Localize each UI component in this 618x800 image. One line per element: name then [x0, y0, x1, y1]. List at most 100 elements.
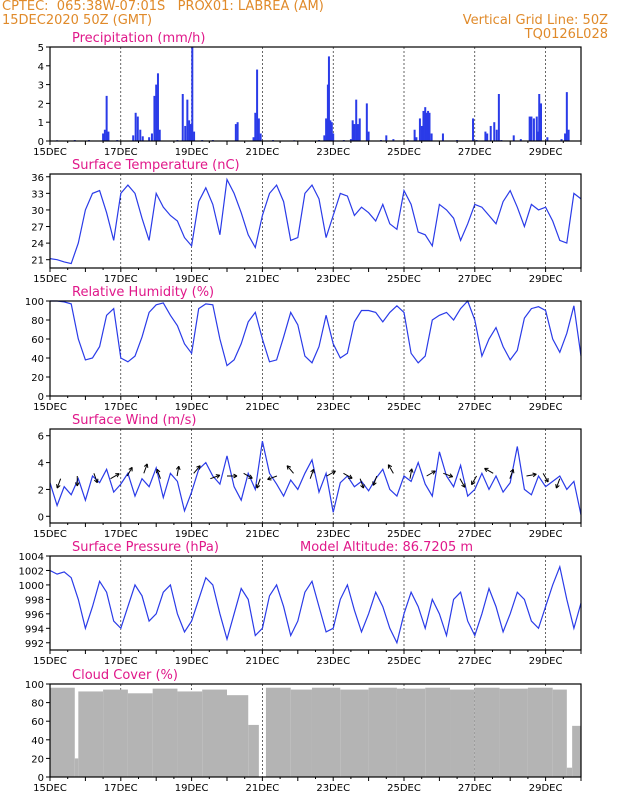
y-tick-label: 1 — [38, 118, 44, 129]
cloud-bar — [152, 688, 178, 777]
x-tick-label: 29DEC — [529, 402, 563, 413]
y-tick-label: 20 — [31, 373, 44, 384]
x-tick-label: 17DEC — [104, 402, 138, 413]
wind-arrow-head — [512, 469, 515, 474]
precip-bar — [497, 94, 500, 141]
x-tick-label: 29DEC — [529, 656, 563, 667]
wind-arrow-head — [509, 468, 514, 473]
x-tick-label: 15DEC — [33, 656, 67, 667]
cloud-bar — [425, 687, 451, 777]
panel-3: Surface Wind (m/s) 0 2 4 6 15DEC 17DEC 19DEC 21D… — [33, 413, 582, 540]
wind-arrow — [426, 470, 436, 477]
precip-bar — [150, 133, 153, 141]
wind-arrow — [110, 473, 120, 480]
wind-arrow — [210, 474, 220, 480]
precip-bar — [428, 112, 431, 141]
y-tick-label: 40 — [31, 736, 44, 747]
wind-arrow-head — [143, 463, 148, 467]
y-tick-label: 4 — [38, 459, 44, 470]
precip-bar — [186, 99, 189, 141]
x-tick-label: 15DEC — [33, 402, 67, 413]
x-tick-label: 25DEC — [387, 783, 421, 794]
precip-bar — [560, 139, 563, 141]
wind-arrow-head — [532, 472, 537, 475]
precip-bar — [136, 116, 139, 141]
wind-arrow-head — [484, 468, 488, 472]
wind-arrow — [243, 472, 253, 479]
wind-arrow-head — [178, 465, 181, 471]
x-tick-label: 23DEC — [316, 402, 350, 413]
precip-bar — [254, 112, 257, 141]
x-tick-label: 25DEC — [387, 147, 421, 158]
wind-arrow — [372, 475, 378, 486]
precip-bar — [325, 118, 328, 141]
precip-bar — [323, 135, 326, 141]
header-line1: CPTEC: 065:38W-07:01S PROX01: LABREA (AM… — [2, 0, 324, 14]
series-line — [49, 564, 582, 645]
y-tick-label: 0 — [38, 392, 44, 403]
wind-arrow-head — [156, 468, 161, 473]
cloud-bar — [340, 689, 369, 777]
wind-arrow-head — [116, 473, 120, 478]
x-tick-label: 21DEC — [246, 656, 280, 667]
x-tick-label: 15DEC — [33, 147, 67, 158]
precip-bar — [193, 131, 196, 141]
y-tick-label: 36 — [31, 173, 44, 184]
precip-bar — [184, 125, 187, 141]
wind-arrow — [555, 478, 561, 489]
header-model: TQ0126L028 — [524, 27, 608, 42]
y-tick-label: 20 — [31, 754, 44, 765]
precip-bar — [564, 133, 567, 141]
cloud-bar — [368, 687, 397, 777]
wind-arrow-head — [432, 470, 436, 475]
wind-arrow-head — [349, 474, 353, 479]
wind-arrow-head — [532, 473, 537, 478]
wind-arrow — [286, 465, 294, 474]
y-tick-label: 100 — [25, 680, 44, 691]
x-tick-label: 19DEC — [175, 402, 209, 413]
model-altitude-label: Model Altitude: 86.7205 m — [300, 540, 473, 555]
x-tick-label: 19DEC — [175, 783, 209, 794]
x-tick-label: 27DEC — [458, 656, 492, 667]
panel-title: Surface Temperature (nC) — [72, 158, 240, 173]
wind-arrow-head — [388, 464, 393, 468]
x-tick-label: 25DEC — [387, 274, 421, 285]
y-tick-label: 80 — [31, 316, 44, 327]
x-tick-label: 29DEC — [529, 147, 563, 158]
precip-bar — [495, 129, 498, 141]
x-tick-label: 29DEC — [529, 783, 563, 794]
cloud-bar — [227, 695, 249, 777]
x-tick-label: 17DEC — [104, 656, 138, 667]
wind-arrow-head — [198, 465, 201, 470]
y-tick-label: 4 — [38, 62, 44, 73]
x-tick-label: 21DEC — [246, 529, 280, 540]
cloud-bar — [396, 688, 426, 777]
wind-arrow — [443, 472, 453, 478]
precip-bar — [413, 129, 416, 141]
wind-arrow-head — [461, 484, 466, 488]
precip-bar — [424, 107, 427, 141]
y-tick-label: 2 — [38, 99, 44, 110]
x-tick-label: 15DEC — [33, 529, 67, 540]
precip-bar — [365, 103, 368, 141]
wind-arrow — [156, 469, 161, 479]
y-tick-label: 21 — [31, 256, 44, 267]
cloud-bar — [450, 689, 475, 777]
wind-arrow — [267, 475, 278, 480]
wind-arrow-head — [233, 473, 238, 477]
panel-frame — [49, 46, 582, 142]
wind-arrow-head — [256, 485, 261, 489]
precip-bar — [102, 133, 105, 141]
y-tick-label: 2 — [38, 485, 44, 496]
wind-arrow — [359, 478, 364, 489]
y-tick-label: 994 — [25, 624, 44, 635]
wind-arrow-head — [555, 484, 557, 489]
precip-bar — [349, 139, 352, 141]
precip-bar — [329, 120, 332, 141]
precip-bar — [532, 118, 535, 141]
wind-arrow-head — [449, 473, 454, 478]
x-tick-label: 23DEC — [316, 274, 350, 285]
precip-bar — [512, 135, 515, 141]
wind-arrow-head — [408, 468, 413, 473]
precip-bar — [418, 118, 421, 141]
